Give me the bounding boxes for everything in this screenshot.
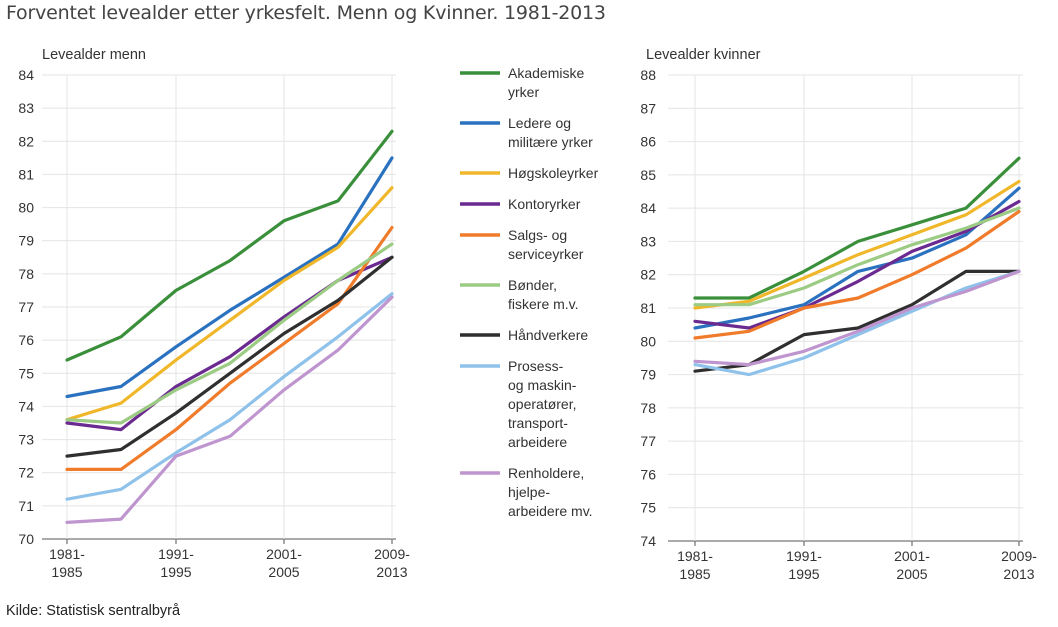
y-tick-label: 85 [640, 167, 656, 183]
series-line [65, 295, 394, 525]
legend-label: Prosess- [508, 358, 564, 374]
legend-label: Renholdere, [508, 465, 584, 481]
y-tick-label: 80 [640, 333, 656, 349]
y-tick-label: 77 [640, 433, 656, 449]
x-tick-label: 2005 [268, 564, 299, 580]
series-line [65, 242, 394, 425]
y-tick-label: 75 [640, 500, 656, 516]
y-tick-label: 78 [640, 400, 656, 416]
x-tick-label: 1991- [786, 548, 822, 564]
legend-label: Salgs- og [508, 227, 567, 243]
legend-label: Akademiske [508, 65, 584, 81]
x-tick-label: 2005 [896, 566, 927, 582]
y-axis-title: Levealder menn [42, 47, 146, 63]
series-line [693, 156, 1021, 300]
series-line [693, 199, 1021, 330]
legend-item: Akademiske yrker [460, 65, 584, 100]
source-note: Kilde: Statistisk sentralbyrå [6, 603, 181, 619]
series-line [693, 206, 1021, 307]
series-line [65, 292, 394, 501]
legend-label: militære yrker [508, 134, 593, 150]
legend-label: Høgskoleyrker [508, 165, 599, 181]
x-tick-label: 2013 [376, 564, 407, 580]
y-tick-label: 83 [640, 233, 656, 249]
y-tick-label: 71 [18, 498, 34, 514]
legend-label: Håndverkere [508, 327, 588, 343]
x-tick-label: 1981- [49, 546, 85, 562]
x-tick-label: 2009- [374, 546, 410, 562]
y-tick-label: 78 [18, 266, 34, 282]
y-axis-title: Levealder kvinner [646, 47, 761, 63]
legend-label: arbeidere [508, 434, 567, 450]
y-tick-label: 81 [18, 166, 34, 182]
series-line [65, 255, 394, 458]
y-tick-label: 84 [18, 67, 34, 83]
y-tick-label: 70 [18, 531, 34, 547]
y-tick-label: 80 [18, 200, 34, 216]
y-tick-label: 74 [640, 533, 656, 549]
y-tick-label: 82 [640, 267, 656, 283]
x-tick-label: 2013 [1003, 566, 1034, 582]
series-line [65, 225, 394, 471]
legend-label: arbeidere mv. [508, 503, 593, 519]
y-tick-label: 86 [640, 134, 656, 150]
y-tick-label: 83 [18, 100, 34, 116]
y-tick-label: 73 [18, 432, 34, 448]
legend-item: Ledere og militære yrker [460, 115, 593, 150]
chart-title: Forventet levealder etter yrkesfelt. Men… [6, 2, 606, 24]
legend-label: fiskere m.v. [508, 296, 579, 312]
series-line [693, 269, 1021, 377]
x-tick-label: 1985 [51, 564, 82, 580]
legend-item: Bønder, fiskere m.v. [460, 277, 579, 312]
legend: Akademiske yrker Ledere og militære yrker Hø… [460, 65, 599, 519]
y-tick-label: 87 [640, 100, 656, 116]
x-tick-label: 2001- [266, 546, 302, 562]
legend-item: Renholdere, hjelpe-arbeidere mv. [460, 465, 593, 519]
legend-label: serviceyrker [508, 246, 584, 262]
legend-label: hjelpe- [508, 484, 550, 500]
legend-label: yrker [508, 84, 539, 100]
x-tick-label: 1995 [160, 564, 191, 580]
legend-item: Håndverkere [460, 327, 588, 343]
y-tick-label: 76 [640, 466, 656, 482]
legend-label: transport- [508, 415, 568, 431]
y-tick-label: 79 [18, 233, 34, 249]
legend-item: Salgs- og serviceyrker [460, 227, 584, 262]
y-tick-label: 75 [18, 365, 34, 381]
y-tick-label: 79 [640, 367, 656, 383]
y-tick-label: 81 [640, 300, 656, 316]
series-line [65, 186, 394, 422]
x-tick-label: 2001- [894, 548, 930, 564]
legend-item: Høgskoleyrker [460, 165, 599, 181]
legend-item: Prosess-og maskin-operatører, transport-a… [460, 358, 577, 450]
y-tick-label: 82 [18, 133, 34, 149]
chart-panel-men: Levealder menn 70 71 72 73 74 75 76 77 78 79 80 81 82… [18, 47, 410, 580]
series-line [65, 129, 394, 362]
y-tick-label: 84 [640, 200, 656, 216]
legend-item: Kontoryrker [460, 196, 581, 212]
legend-label: og maskin- [508, 377, 577, 393]
series-line [693, 186, 1021, 330]
chart-panel-women: Levealder kvinner 74 75 76 77 78 79 80 81 82 83 84 8… [640, 47, 1037, 582]
legend-label: operatører, [508, 396, 576, 412]
series-line [693, 179, 1021, 310]
x-tick-label: 1991- [158, 546, 194, 562]
y-tick-label: 77 [18, 299, 34, 315]
series-line [65, 156, 394, 399]
x-tick-label: 2009- [1001, 548, 1037, 564]
legend-label: Kontoryrker [508, 196, 581, 212]
y-tick-label: 72 [18, 465, 34, 481]
x-tick-label: 1995 [788, 566, 819, 582]
x-tick-label: 1981- [677, 548, 713, 564]
y-tick-label: 88 [640, 67, 656, 83]
series-line [693, 209, 1021, 340]
y-tick-label: 76 [18, 332, 34, 348]
x-tick-label: 1985 [679, 566, 710, 582]
legend-label: Bønder, [508, 277, 557, 293]
legend-label: Ledere og [508, 115, 571, 131]
series-line [693, 269, 1021, 367]
y-tick-label: 74 [18, 398, 34, 414]
